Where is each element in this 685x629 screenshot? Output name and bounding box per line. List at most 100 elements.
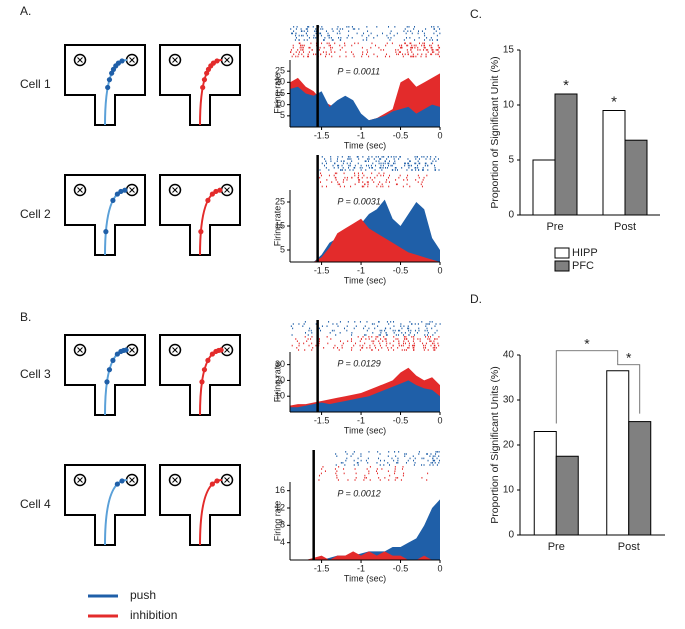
- raster-tick: [427, 459, 429, 462]
- raster-tick: [434, 332, 436, 334]
- raster-tick: [368, 156, 370, 158]
- raster-tick: [413, 334, 415, 336]
- raster-tick: [361, 167, 363, 169]
- y-tick-label: 25: [275, 196, 285, 206]
- raster-tick: [413, 342, 415, 345]
- raster-tick: [323, 164, 325, 167]
- raster-tick: [359, 321, 361, 323]
- raster-tick: [329, 332, 331, 334]
- raster-tick: [426, 37, 428, 39]
- raster-tick: [408, 347, 410, 349]
- raster-tick: [322, 28, 324, 30]
- raster-tick: [354, 28, 356, 30]
- trajectory-dot: [217, 187, 223, 193]
- raster-tick: [354, 479, 356, 481]
- raster-tick: [409, 185, 411, 188]
- raster-tick: [379, 181, 381, 183]
- raster-tick: [330, 338, 332, 340]
- raster-tick: [300, 49, 302, 51]
- raster-tick: [437, 342, 439, 345]
- raster-tick: [433, 340, 435, 342]
- raster-tick: [341, 156, 343, 158]
- raster-tick: [415, 179, 417, 181]
- raster-tick: [336, 32, 338, 35]
- raster-tick: [385, 338, 387, 340]
- trajectory-dot: [198, 229, 204, 235]
- raster-tick: [435, 160, 437, 162]
- raster-tick: [290, 49, 292, 51]
- raster-tick: [422, 42, 424, 45]
- raster-tick: [424, 329, 426, 332]
- raster-tick: [404, 455, 406, 457]
- raster-tick: [386, 34, 388, 37]
- raster-tick: [371, 323, 373, 325]
- raster-tick: [394, 329, 396, 332]
- raster-tick: [384, 477, 386, 479]
- raster-tick: [365, 477, 367, 479]
- raster-tick: [430, 44, 432, 47]
- raster-tick: [298, 51, 300, 53]
- raster-tick: [303, 323, 305, 325]
- raster-tick: [371, 349, 373, 351]
- raster-tick: [379, 167, 381, 169]
- raster-tick: [331, 39, 333, 41]
- raster-tick: [368, 55, 370, 58]
- raster-tick: [404, 164, 406, 167]
- raster-tick: [385, 340, 387, 342]
- raster-tick: [307, 55, 309, 58]
- raster-tick: [369, 176, 371, 179]
- raster-tick: [292, 46, 294, 49]
- raster-tick: [427, 332, 429, 334]
- raster-tick: [413, 349, 415, 351]
- raster-tick: [394, 167, 396, 169]
- raster-tick: [381, 183, 383, 186]
- raster-tick: [326, 336, 328, 338]
- raster-tick: [365, 160, 367, 162]
- raster-tick: [347, 34, 349, 37]
- raster-tick: [343, 172, 345, 175]
- raster-tick: [301, 46, 303, 49]
- raster-tick: [335, 453, 337, 455]
- raster-tick: [290, 325, 292, 327]
- raster-tick: [414, 462, 416, 464]
- maze: [64, 174, 146, 256]
- raster-tick: [434, 169, 436, 171]
- raster-tick: [363, 185, 365, 188]
- x-tick-label: -0.5: [393, 563, 409, 573]
- raster-tick: [410, 30, 412, 32]
- raster-tick: [321, 156, 323, 158]
- raster-tick: [292, 32, 294, 35]
- raster-tick: [334, 42, 336, 45]
- maze: [64, 334, 146, 416]
- raster-tick: [291, 344, 293, 347]
- raster-tick: [393, 459, 395, 462]
- trajectory-dot: [213, 188, 219, 195]
- raster-tick: [384, 55, 386, 58]
- raster-tick: [415, 158, 417, 160]
- raster-tick: [434, 338, 436, 340]
- raster-tick: [404, 53, 406, 56]
- raster-tick: [403, 340, 405, 342]
- raster-tick: [403, 30, 405, 32]
- raster-tick: [432, 347, 434, 349]
- raster-tick: [376, 26, 378, 28]
- raster-tick: [393, 336, 395, 338]
- x-tick-label: Pre: [548, 541, 565, 553]
- raster-tick: [432, 42, 434, 45]
- raster-tick: [363, 174, 365, 177]
- raster-tick: [320, 53, 322, 56]
- raster-tick: [407, 158, 409, 160]
- significance-bracket: [555, 350, 619, 424]
- raster-tick: [341, 46, 343, 49]
- raster-tick: [361, 185, 363, 188]
- raster-tick: [414, 26, 416, 28]
- raster-tick: [412, 340, 414, 342]
- raster-tick: [332, 30, 334, 32]
- raster-tick: [320, 329, 322, 332]
- raster-tick: [351, 332, 353, 334]
- raster-tick: [318, 342, 320, 345]
- raster-tick: [405, 37, 407, 39]
- raster-tick: [405, 336, 407, 338]
- raster-tick: [379, 453, 381, 455]
- raster-tick: [385, 344, 387, 347]
